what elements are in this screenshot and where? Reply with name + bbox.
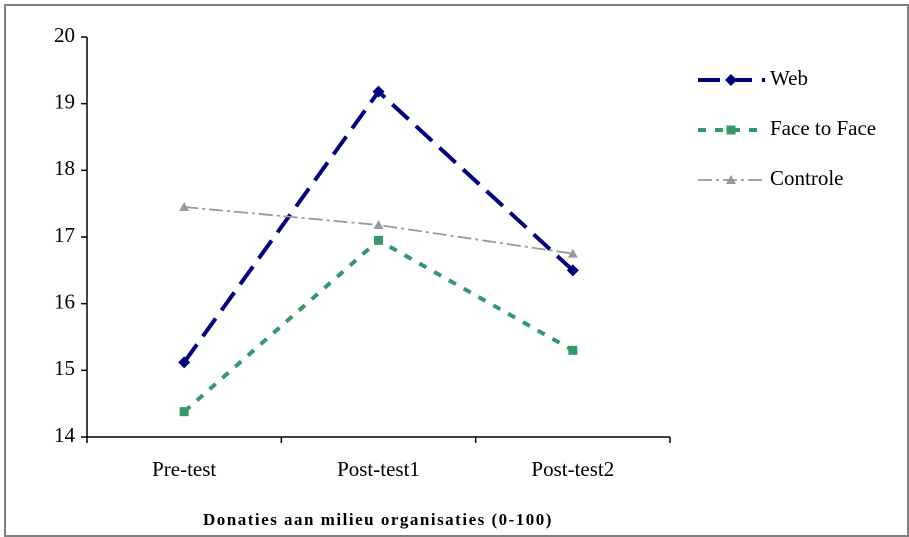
data-point [566,264,579,277]
y-tick-label: 15 [54,356,75,380]
data-point [567,248,578,258]
x-axis-label: Donaties aan milieu organisaties (0-100) [203,510,553,529]
y-tick-label: 16 [54,289,75,313]
legend-marker [725,74,737,86]
legend-label: Face to Face [770,116,876,140]
y-tick-label: 14 [54,423,76,447]
x-tick-label: Post-test1 [337,457,420,481]
x-tick-label: Post-test2 [531,457,614,481]
data-point [568,345,578,355]
y-tick-label: 18 [54,156,75,180]
data-point [372,85,385,98]
data-point [374,235,383,245]
legend-label: Controle [770,166,844,190]
data-point [373,220,384,229]
legend-label: Web [770,66,808,90]
chart-border [4,4,909,537]
y-tick-label: 17 [54,223,75,247]
data-point [179,202,190,211]
y-tick-label: 19 [54,89,75,113]
legend-marker [726,175,736,184]
data-point [179,407,189,417]
y-tick-label: 20 [54,23,75,47]
data-point [178,356,191,369]
legend-marker [726,125,736,135]
x-tick-label: Pre-test [152,457,216,481]
